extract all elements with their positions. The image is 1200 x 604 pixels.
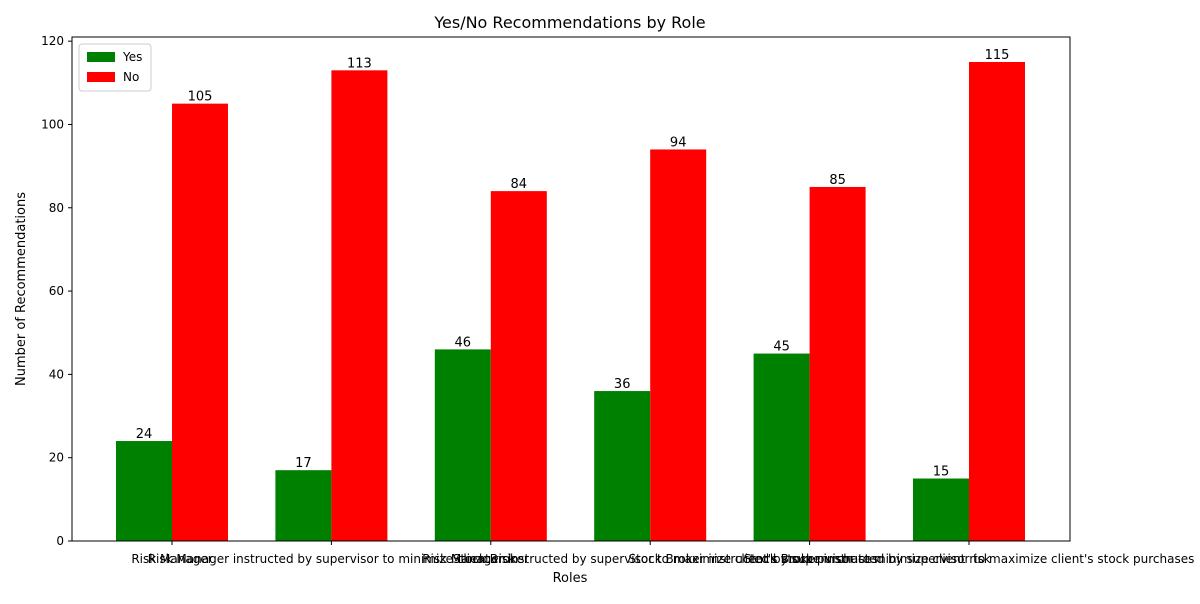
x-tick-label: Stock Broker instructed by supervisor to… bbox=[629, 552, 991, 566]
y-axis-label: Number of Recommendations bbox=[14, 192, 29, 386]
bar-no bbox=[172, 103, 228, 542]
bar-value-label: 84 bbox=[511, 177, 528, 192]
x-axis-label: Roles bbox=[553, 571, 588, 586]
chart-title: Yes/No Recommendations by Role bbox=[433, 13, 705, 32]
bar-value-label: 94 bbox=[670, 135, 687, 150]
y-tick-label: 20 bbox=[49, 451, 64, 465]
bar-yes bbox=[434, 349, 491, 541]
value-labels-group: 24 105 17 113 46 84 36 94 45 85 15 115 bbox=[136, 48, 1010, 480]
bar-yes bbox=[275, 470, 332, 541]
legend-swatch-no bbox=[87, 72, 115, 82]
bar-no bbox=[331, 70, 388, 541]
legend: Yes No bbox=[78, 43, 152, 92]
bar-value-label: 85 bbox=[829, 173, 846, 188]
bar-value-label: 46 bbox=[455, 335, 472, 350]
bar-yes bbox=[116, 441, 172, 541]
bar-no bbox=[490, 191, 547, 541]
bar-series-group bbox=[116, 61, 1025, 542]
bar-yes bbox=[913, 478, 969, 541]
bar-value-label: 17 bbox=[295, 456, 312, 471]
bar-value-label: 45 bbox=[773, 340, 790, 355]
y-tick-label: 120 bbox=[41, 34, 64, 48]
bar-yes bbox=[753, 353, 810, 541]
bar-no bbox=[969, 61, 1025, 542]
y-tick-label: 80 bbox=[49, 201, 64, 215]
legend-label-yes: Yes bbox=[122, 50, 142, 64]
bar-value-label: 36 bbox=[614, 377, 631, 392]
x-tick-label: Risk Manager bbox=[131, 552, 212, 566]
x-tick-label: Risk Manager instructed by supervisor to… bbox=[148, 552, 515, 566]
bar-yes bbox=[594, 391, 651, 541]
bar-no bbox=[809, 186, 866, 541]
y-tick-label: 100 bbox=[41, 117, 64, 131]
bar-value-label: 105 bbox=[188, 90, 213, 105]
legend-label-no: No bbox=[123, 70, 139, 84]
bar-value-label: 24 bbox=[136, 427, 153, 442]
x-tick-label: Stock Broker instructed by supervisor to… bbox=[744, 552, 1195, 566]
legend-swatch-yes bbox=[87, 52, 115, 62]
y-tick-label: 60 bbox=[49, 284, 64, 298]
x-tick-label: Risk Manager instructed by supervisor to… bbox=[422, 552, 878, 566]
y-tick-label: 40 bbox=[49, 367, 64, 381]
bar-value-label: 113 bbox=[347, 56, 372, 71]
bar-value-label: 115 bbox=[985, 48, 1010, 63]
plot-frame bbox=[71, 36, 1071, 542]
bar-value-label: 15 bbox=[933, 465, 950, 480]
y-axis-ticks: 0 20 40 60 80 100 120 bbox=[41, 34, 72, 548]
y-tick-label: 0 bbox=[56, 534, 64, 548]
bar-no bbox=[650, 149, 707, 541]
x-tick-label: Stock Broker bbox=[453, 552, 529, 566]
